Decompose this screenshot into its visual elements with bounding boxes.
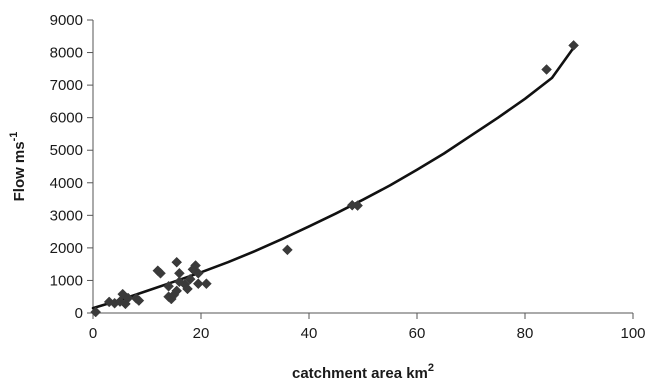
data-point <box>133 295 145 306</box>
data-point <box>171 256 183 268</box>
axis-titles-group: catchment area km2 Flow ms-1 <box>8 132 434 382</box>
data-point <box>171 285 183 297</box>
data-points-group <box>90 40 579 318</box>
y-tick-label: 8000 <box>50 45 83 62</box>
x-axis-title: catchment area km2 <box>292 362 434 382</box>
x-axis-title-superscript: 2 <box>428 362 434 374</box>
data-point <box>541 64 552 75</box>
x-axis-title-text: catchment area km <box>292 365 428 382</box>
y-axis-title-text: Flow ms <box>11 141 28 201</box>
x-tick-label: 20 <box>193 325 210 342</box>
data-point <box>122 292 134 304</box>
data-point <box>184 273 196 285</box>
trendline <box>91 46 575 310</box>
y-tick-label: 1000 <box>50 272 83 289</box>
y-tick-label: 9000 <box>50 12 83 29</box>
data-point <box>568 40 579 51</box>
y-tick-label: 6000 <box>50 110 83 127</box>
data-point <box>282 244 293 256</box>
data-point <box>201 278 212 290</box>
x-tick-label: 60 <box>409 325 426 342</box>
x-tick-label: 80 <box>517 325 534 342</box>
y-tick-label: 2000 <box>50 240 83 257</box>
trendline-group <box>91 46 575 310</box>
data-point <box>192 267 204 279</box>
y-tick-label: 4000 <box>50 175 83 192</box>
y-tick-label: 5000 <box>50 142 83 159</box>
y-tick-label: 3000 <box>50 207 83 224</box>
y-tick-label: 0 <box>75 305 83 322</box>
x-tick-label: 0 <box>89 325 97 342</box>
data-point <box>190 260 201 271</box>
data-point <box>155 267 166 279</box>
data-point <box>163 280 174 292</box>
data-point <box>352 200 363 211</box>
x-tick-label: 40 <box>301 325 318 342</box>
data-point <box>174 276 185 288</box>
data-point <box>182 283 193 295</box>
y-axis-title-superscript: -1 <box>8 132 20 142</box>
y-tick-label: 7000 <box>50 77 83 94</box>
data-point <box>192 278 204 290</box>
axes-group: 0 1000 2000 3000 4000 5000 6000 7000 8000 9000 0 20… <box>50 12 646 342</box>
x-tick-label: 100 <box>620 325 645 342</box>
data-point <box>117 288 129 300</box>
data-point <box>90 306 102 318</box>
y-axis-title: Flow ms-1 <box>8 132 28 202</box>
